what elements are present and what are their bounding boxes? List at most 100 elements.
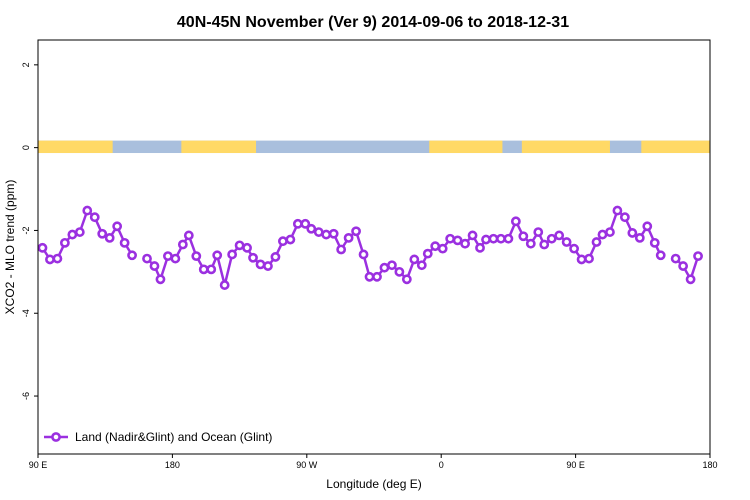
data-point [212, 250, 223, 261]
x-tick-label: 0 [439, 460, 444, 470]
x-axis: 90 E 180 90 W 0 90 E 180 [29, 454, 718, 470]
data-point [460, 238, 470, 249]
legend-marker [51, 432, 61, 442]
data-point [387, 260, 397, 271]
data-point [321, 229, 332, 240]
data-point [546, 233, 557, 244]
data-point [591, 237, 602, 247]
data-point [351, 226, 361, 237]
data-point [655, 250, 666, 261]
data-point [533, 227, 544, 237]
data-point [627, 228, 638, 238]
data-series-layer [37, 205, 703, 290]
land-ocean-band [38, 140, 710, 154]
data-point [219, 280, 230, 290]
y-tick-label: -6 [21, 392, 31, 400]
data-point [409, 254, 420, 265]
data-point [437, 243, 448, 254]
data-point [45, 254, 55, 265]
x-tick-label: 180 [165, 460, 180, 470]
data-point [104, 232, 115, 243]
data-point [619, 212, 630, 223]
data-point [234, 240, 245, 251]
data-point [112, 221, 123, 232]
data-point [678, 261, 689, 271]
data-point [642, 221, 653, 232]
data-point [605, 227, 615, 237]
data-point [394, 266, 405, 277]
data-point [198, 264, 209, 275]
data-point [183, 230, 194, 241]
data-point [670, 253, 681, 264]
data-point [227, 249, 238, 260]
land-band-segment [181, 140, 257, 154]
data-point [155, 274, 166, 285]
data-point [142, 253, 152, 264]
data-point [569, 243, 580, 254]
y-tick-label: 0 [21, 145, 31, 150]
data-point [358, 249, 369, 260]
y-axis-label: XCO2 - MLO trend (ppm) [3, 180, 17, 315]
data-point [242, 242, 252, 253]
land-band-segment [429, 140, 503, 154]
data-point [539, 239, 550, 250]
data-point [89, 212, 100, 223]
data-point [481, 234, 491, 245]
data-point [597, 229, 608, 240]
data-point [127, 250, 137, 261]
y-tick-label: 2 [21, 62, 31, 67]
data-point [364, 271, 375, 282]
data-point [503, 233, 514, 244]
data-point [634, 232, 645, 243]
data-point [416, 260, 427, 271]
land-band-segment [38, 140, 113, 154]
data-point [278, 236, 288, 247]
plot-frame [37, 39, 711, 455]
x-tick-label: 90 E [29, 460, 48, 470]
legend-label: Land (Nadir&Glint) and Ocean (Glint) [75, 430, 272, 444]
x-axis-label: Longitude (deg E) [326, 477, 421, 491]
data-point [510, 216, 521, 227]
data-point [285, 234, 296, 245]
data-point [163, 251, 173, 262]
data-point [422, 248, 433, 259]
data-point [401, 274, 412, 285]
data-point [119, 237, 130, 248]
data-point [379, 262, 390, 273]
legend: Land (Nadir&Glint) and Ocean (Glint) [44, 430, 272, 444]
data-point [475, 242, 485, 253]
data-point [74, 227, 85, 237]
series-line [146, 209, 662, 287]
land-band-segment [521, 140, 610, 154]
y-axis: 2 0 -2 -4 -6 [21, 62, 38, 400]
data-point [177, 239, 188, 250]
data-point [191, 251, 202, 262]
data-point [37, 242, 48, 253]
data-point [554, 230, 565, 241]
data-point [576, 254, 587, 265]
data-point [430, 241, 441, 252]
chart-title: 40N-45N November (Ver 9) 2014-09-06 to 2… [177, 14, 569, 31]
data-point [52, 253, 63, 264]
data-point [149, 261, 160, 271]
data-point [372, 271, 382, 282]
data-point [306, 223, 317, 234]
data-point [313, 227, 324, 237]
data-point [82, 205, 93, 216]
data-point [488, 233, 499, 244]
data-point [584, 253, 594, 264]
x-tick-label: 180 [702, 460, 717, 470]
data-point [612, 205, 623, 216]
data-point [59, 237, 70, 248]
x-tick-label: 90 W [296, 460, 318, 470]
data-point [170, 253, 181, 264]
data-point [467, 230, 478, 241]
data-point [67, 229, 78, 240]
x-tick-label: 90 E [566, 460, 585, 470]
data-point [693, 251, 703, 262]
data-point [452, 235, 463, 246]
data-point [328, 228, 339, 239]
data-point [336, 244, 347, 255]
data-point [263, 261, 273, 271]
